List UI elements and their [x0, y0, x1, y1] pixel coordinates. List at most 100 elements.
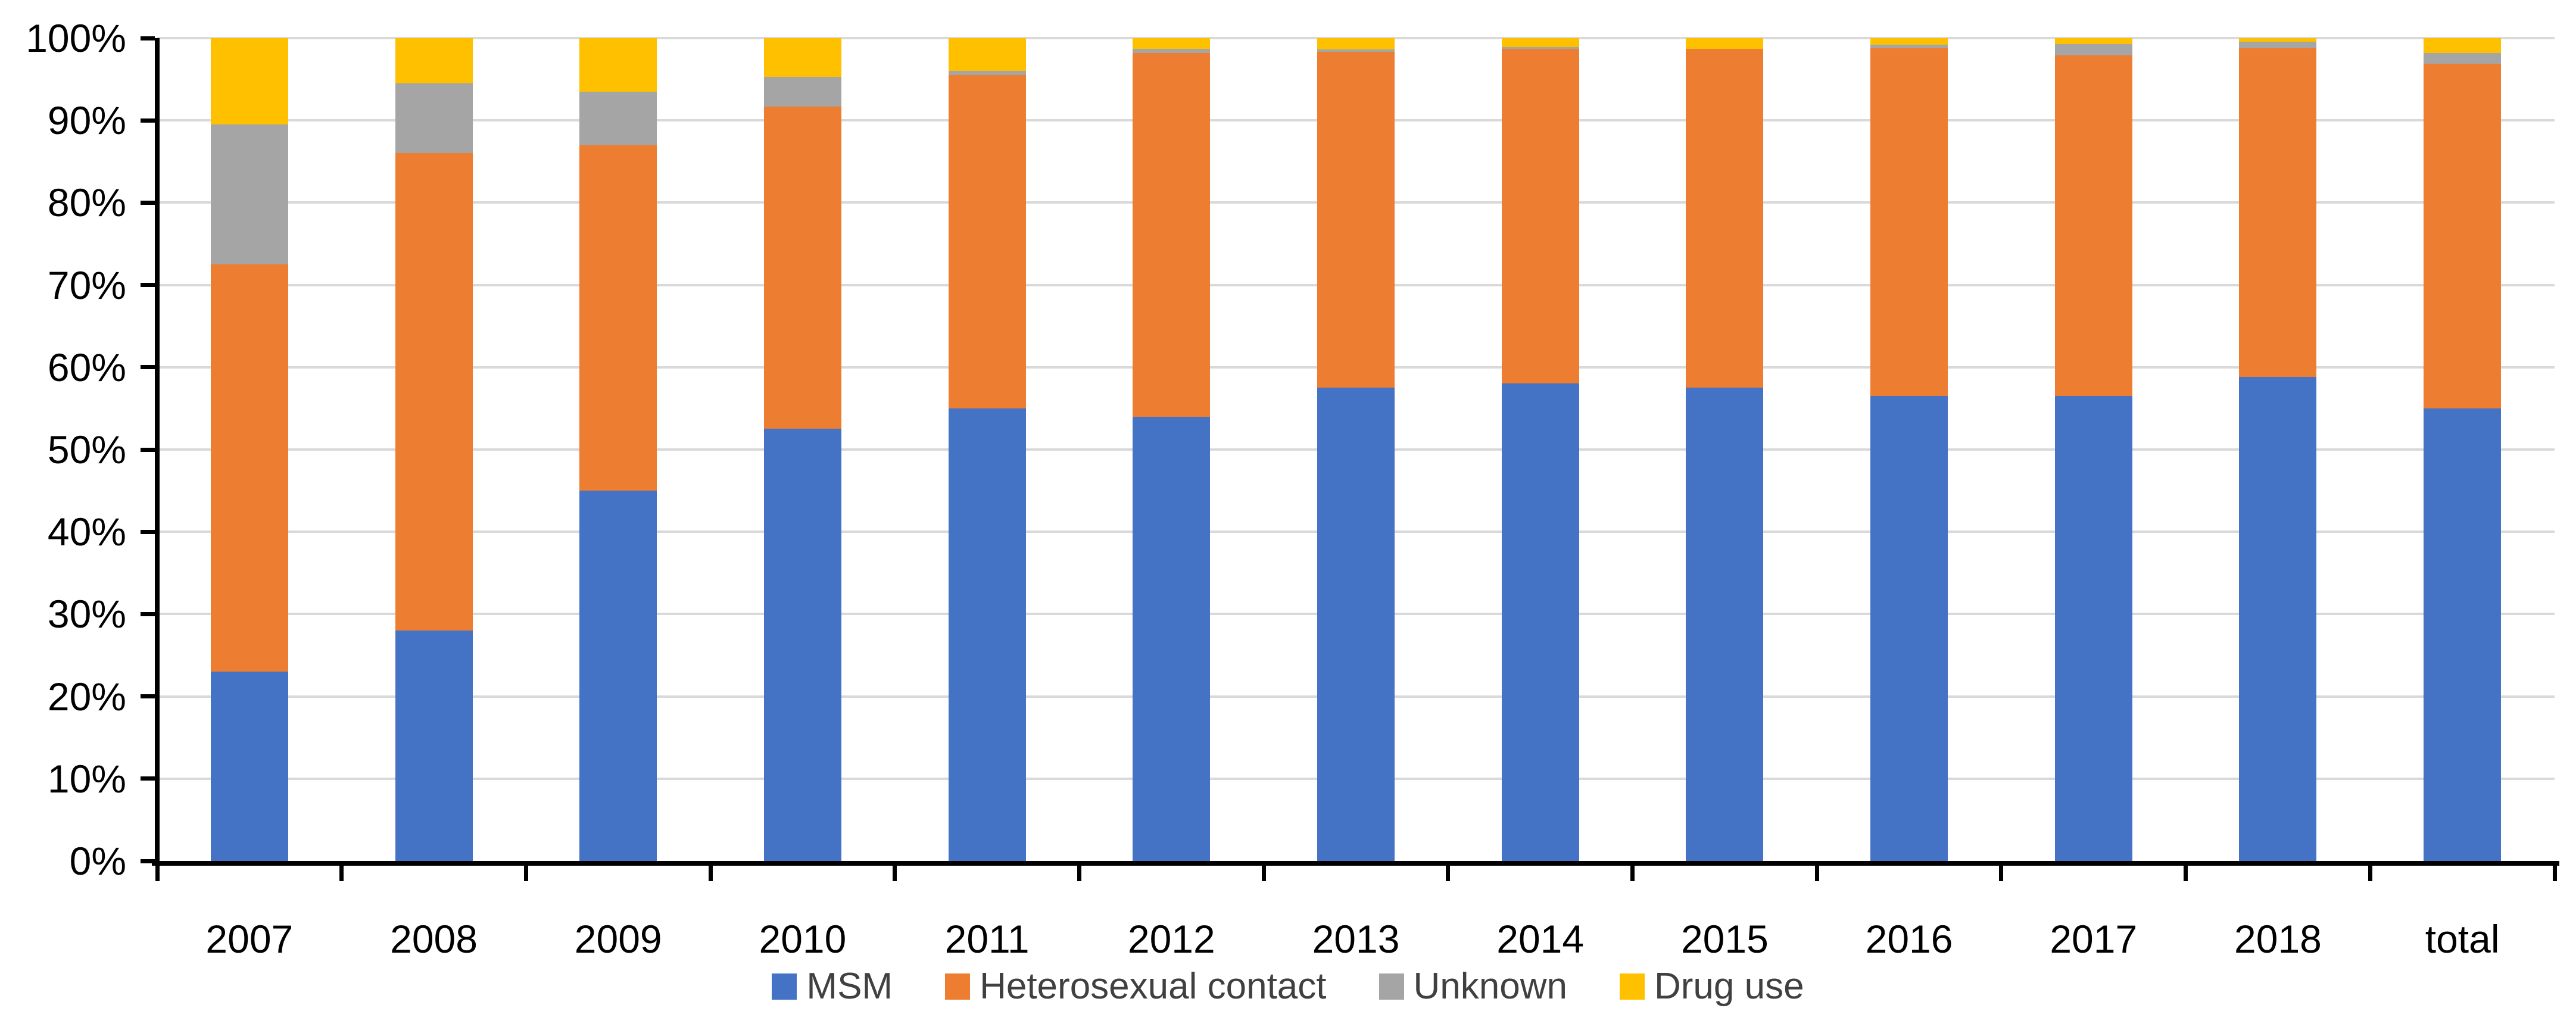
x-axis-line [152, 861, 2559, 866]
y-tick-60 [141, 365, 155, 370]
bar-2007-segment-msm [210, 672, 288, 861]
y-tick-80 [141, 200, 155, 205]
y-axis-label-30: 30% [47, 592, 126, 636]
legend-swatch-drug-use [1620, 973, 1645, 1000]
bar-2013-segment-unknown [1317, 49, 1395, 52]
bar-2007-segment-drug-use [210, 38, 288, 125]
bar-total-segment-unknown [2424, 52, 2502, 64]
bar-2012-segment-heterosexual-contact [1133, 52, 1211, 417]
legend-item-heterosexual-contact: Heterosexual contact [945, 966, 1327, 1007]
bar-2014-segment-unknown [1501, 47, 1579, 49]
bar-2012-segment-drug-use [1133, 38, 1211, 49]
bar-2008-segment-unknown [395, 83, 473, 154]
y-tick-70 [141, 283, 155, 288]
bar-2016-segment-unknown [1870, 45, 1948, 48]
y-axis-label-20: 20% [47, 674, 126, 719]
x-axis-label-2008: 2008 [390, 917, 478, 961]
y-axis-label-90: 90% [47, 98, 126, 143]
x-tick-boundary-9 [1814, 866, 1819, 881]
x-tick-boundary-5 [1077, 866, 1081, 881]
y-tick-30 [141, 611, 155, 616]
bar-2013-segment-drug-use [1317, 38, 1395, 50]
x-axis-label-2015: 2015 [1680, 917, 1769, 961]
bar-2016-segment-msm [1870, 396, 1948, 861]
bar-2011-segment-drug-use [948, 38, 1026, 71]
legend-label-drug-use: Drug use [1654, 966, 1804, 1007]
x-axis-label-2012: 2012 [1127, 917, 1215, 961]
x-axis-label-2017: 2017 [2050, 917, 2138, 961]
y-tick-10 [141, 776, 155, 781]
y-axis-label-80: 80% [47, 180, 126, 225]
bar-2016-segment-heterosexual-contact [1870, 48, 1948, 397]
y-axis-label-60: 60% [47, 345, 126, 389]
bar-2014-segment-heterosexual-contact [1501, 48, 1579, 384]
bar-2013-segment-msm [1317, 388, 1395, 861]
bar-2009-segment-drug-use [579, 38, 657, 92]
x-tick-boundary-7 [1446, 866, 1451, 881]
y-tick-40 [141, 529, 155, 534]
bar-2007-segment-heterosexual-contact [210, 264, 288, 672]
bar-total-segment-heterosexual-contact [2424, 63, 2502, 408]
x-tick-boundary-13 [2552, 866, 2557, 881]
y-axis-label-40: 40% [47, 510, 126, 554]
y-axis-label-50: 50% [47, 427, 126, 472]
bar-2011-segment-unknown [948, 71, 1026, 76]
bar-2015-segment-heterosexual-contact [1686, 48, 1764, 388]
x-axis-label-total: total [2425, 917, 2500, 961]
x-axis-label-2011: 2011 [944, 917, 1030, 961]
x-tick-boundary-0 [155, 866, 160, 881]
x-tick-boundary-2 [523, 866, 528, 881]
bar-total-segment-drug-use [2424, 38, 2502, 53]
legend-swatch-unknown [1379, 973, 1404, 1000]
x-tick-boundary-1 [339, 866, 344, 881]
x-tick-boundary-6 [1261, 866, 1266, 881]
legend-item-msm: MSM [772, 968, 893, 1005]
x-tick-boundary-3 [708, 866, 713, 881]
y-tick-0 [141, 859, 155, 863]
x-axis-label-2014: 2014 [1496, 917, 1585, 961]
bar-2015-segment-msm [1686, 388, 1764, 861]
y-axis-label-100: 100% [26, 16, 126, 60]
bar-2018-segment-heterosexual-contact [2239, 48, 2317, 377]
bar-2017-segment-heterosexual-contact [2054, 55, 2132, 397]
bar-2007-segment-unknown [210, 124, 288, 265]
legend-swatch-heterosexual-contact [945, 973, 971, 1000]
legend-label-heterosexual-contact: Heterosexual contact [980, 966, 1327, 1007]
legend-label-msm: MSM [806, 966, 893, 1007]
bar-2008-segment-drug-use [395, 38, 473, 83]
x-tick-boundary-8 [1630, 866, 1635, 881]
bar-2009-segment-heterosexual-contact [579, 145, 657, 491]
bar-2018-segment-unknown [2239, 41, 2317, 48]
bar-2010-segment-msm [763, 429, 841, 861]
bar-2010-segment-heterosexual-contact [763, 106, 841, 429]
legend-item-unknown: Unknown [1379, 968, 1567, 1005]
bar-2013-segment-heterosexual-contact [1317, 52, 1395, 388]
bar-2012-segment-msm [1133, 416, 1211, 861]
legend-swatch-msm [772, 973, 797, 1000]
x-axis-label-2016: 2016 [1865, 917, 1953, 961]
y-axis-label-70: 70% [47, 263, 126, 307]
bar-2018-segment-msm [2239, 377, 2317, 861]
bar-2017-segment-unknown [2054, 43, 2132, 56]
y-tick-20 [141, 694, 155, 699]
x-axis-label-2009: 2009 [574, 917, 662, 961]
bar-2010-segment-drug-use [763, 38, 841, 77]
x-tick-boundary-11 [2184, 866, 2188, 881]
x-tick-boundary-10 [1999, 866, 2004, 881]
bar-2009-segment-msm [579, 491, 657, 861]
bar-2014-segment-msm [1501, 383, 1579, 861]
legend-item-drug-use: Drug use [1620, 968, 1804, 1005]
y-tick-50 [141, 447, 155, 452]
legend-label-unknown: Unknown [1413, 966, 1567, 1007]
chart-legend: MSM Heterosexual contact Unknown Drug use [0, 968, 2576, 1005]
y-axis-label-10: 10% [47, 756, 126, 801]
y-axis-line [155, 38, 160, 866]
x-tick-boundary-12 [2368, 866, 2372, 881]
y-tick-100 [141, 36, 155, 40]
bar-2010-segment-unknown [763, 76, 841, 107]
y-tick-90 [141, 118, 155, 123]
x-axis-label-2013: 2013 [1312, 917, 1400, 961]
y-axis-label-0: 0% [69, 839, 126, 883]
x-axis-label-2018: 2018 [2234, 917, 2322, 961]
